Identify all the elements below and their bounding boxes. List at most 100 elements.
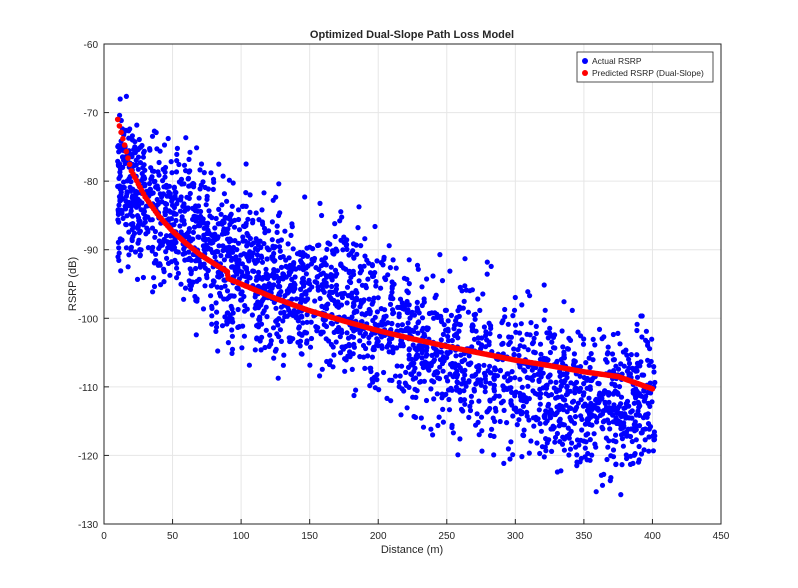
data-point-actual (600, 419, 607, 425)
data-point-actual (611, 368, 617, 374)
data-point-actual (529, 341, 536, 347)
data-point-actual (255, 322, 261, 328)
data-point-actual (140, 274, 146, 281)
data-point-actual (586, 355, 592, 361)
data-point-actual (119, 208, 125, 214)
data-point-actual (304, 319, 310, 325)
data-point-actual (141, 150, 147, 156)
data-point-actual (638, 451, 645, 457)
data-point-actual (357, 304, 363, 310)
data-point-actual (153, 251, 159, 257)
data-point-actual (229, 327, 235, 333)
data-point-actual (191, 213, 197, 219)
data-point-actual (428, 426, 434, 432)
data-point-actual (414, 308, 420, 314)
data-point-actual (254, 252, 260, 258)
data-point-actual (208, 170, 214, 176)
data-point-actual (186, 169, 192, 175)
data-point-actual (606, 390, 612, 396)
data-point-actual (618, 401, 624, 407)
data-point-actual (624, 455, 630, 462)
data-point-actual (574, 459, 580, 465)
data-point-actual (207, 240, 214, 246)
data-point-actual (213, 324, 220, 330)
data-point-actual (586, 395, 592, 401)
data-point-actual (213, 215, 219, 222)
data-point-actual (185, 229, 192, 235)
data-point-actual (122, 160, 128, 167)
data-point-actual (123, 245, 129, 251)
data-point-actual (469, 399, 475, 405)
data-point-actual (186, 278, 192, 284)
x-tick-label: 400 (644, 531, 661, 542)
data-point-actual (161, 279, 167, 285)
data-point-actual (449, 337, 455, 344)
data-point-actual (178, 197, 184, 203)
data-point-actual (203, 202, 209, 208)
series-predicted-rsrp (114, 116, 656, 392)
data-point-actual (419, 355, 425, 361)
data-point-actual (478, 342, 485, 348)
data-point-actual (609, 351, 616, 357)
y-tick-label: -130 (78, 520, 98, 531)
data-point-actual (610, 331, 617, 338)
data-point-actual (123, 193, 129, 199)
data-point-actual (289, 276, 295, 282)
data-point-actual (642, 437, 648, 443)
data-point-actual (167, 233, 174, 239)
data-point-actual (537, 401, 543, 407)
data-point-actual (563, 402, 569, 408)
data-point-actual (136, 230, 142, 236)
data-point-actual (201, 170, 207, 176)
data-point-actual (282, 228, 288, 234)
data-point-actual (519, 302, 525, 308)
data-point-actual (240, 238, 246, 244)
data-point-actual (417, 379, 423, 385)
data-point-actual (347, 354, 353, 360)
data-point-actual (219, 219, 225, 225)
data-point-actual (493, 393, 499, 399)
data-point-actual (368, 365, 374, 371)
data-point-actual (141, 207, 147, 213)
data-point-actual (340, 247, 346, 253)
data-point-actual (338, 261, 344, 267)
data-point-actual (437, 364, 443, 370)
data-point-actual (383, 276, 389, 283)
data-point-actual (337, 218, 343, 224)
data-point-actual (357, 263, 363, 270)
data-point-actual (243, 161, 249, 167)
data-point-actual (148, 191, 154, 197)
data-point-actual (534, 440, 540, 446)
data-point-actual (410, 394, 416, 400)
data-point-actual (177, 223, 183, 229)
data-point-actual (519, 384, 525, 390)
data-point-actual (628, 453, 634, 459)
data-point-actual (568, 428, 574, 434)
data-point-actual (323, 323, 330, 330)
data-point-actual (342, 368, 348, 374)
data-point-actual (541, 454, 547, 460)
data-point-actual (512, 322, 519, 328)
data-point-actual (245, 216, 251, 222)
data-point-actual (518, 321, 524, 327)
data-point-actual (182, 257, 188, 263)
data-point-actual (253, 277, 259, 283)
data-point-actual (543, 448, 549, 454)
data-point-actual (457, 387, 463, 393)
data-point-actual (122, 203, 128, 209)
data-point-actual (366, 340, 372, 346)
data-point-actual (390, 257, 396, 263)
data-point-actual (453, 318, 459, 324)
data-point-actual (324, 246, 330, 252)
data-point-actual (537, 341, 544, 347)
data-point-actual (274, 223, 280, 229)
data-point-actual (239, 289, 245, 295)
data-point-actual (397, 373, 403, 379)
data-point-actual (231, 293, 237, 299)
data-point-actual (440, 331, 446, 337)
data-point-actual (411, 368, 417, 374)
data-point-actual (182, 208, 188, 214)
data-point-actual (636, 412, 643, 418)
data-point-actual (582, 445, 588, 451)
data-point-actual (393, 265, 399, 271)
